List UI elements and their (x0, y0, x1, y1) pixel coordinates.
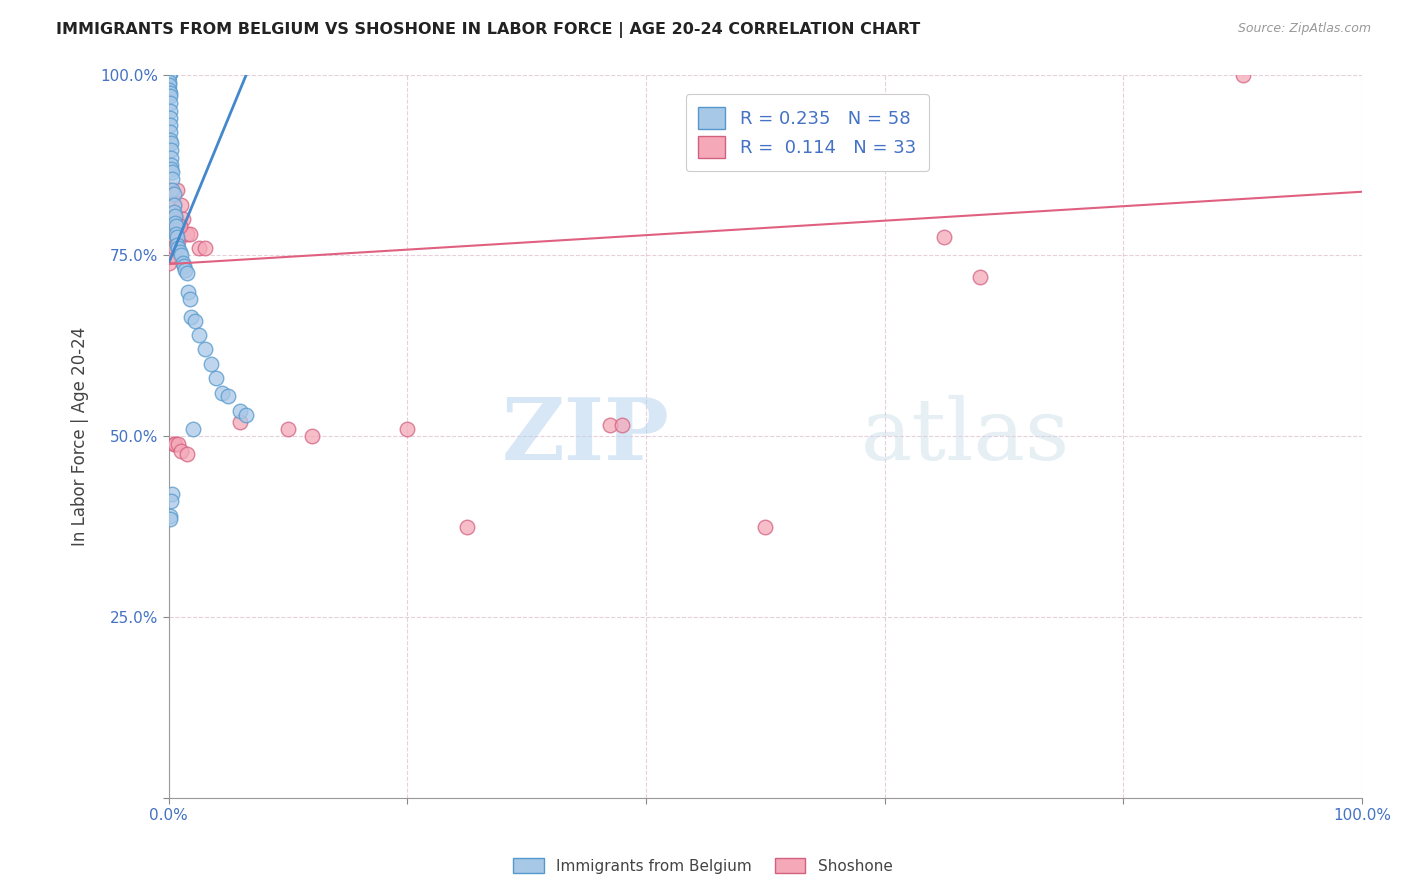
Point (160, 144, 183, 158)
Point (211, 385, 233, 400)
Point (277, 422, 299, 436)
Point (162, 186, 184, 201)
Point (165, 219, 187, 234)
Point (179, 227, 201, 241)
Point (163, 241, 186, 255)
Point (160, 161, 183, 176)
Text: Source: ZipAtlas.com: Source: ZipAtlas.com (1237, 22, 1371, 36)
Point (162, 198, 184, 212)
Text: ZIP: ZIP (502, 394, 669, 478)
Point (157, 83, 180, 97)
Point (396, 422, 419, 436)
Point (160, 158, 183, 172)
Point (162, 487, 184, 501)
Point (162, 165, 184, 179)
Point (157, 68, 180, 82)
Point (456, 520, 478, 534)
Point (167, 241, 190, 255)
Point (157, 78, 180, 93)
Point (200, 357, 222, 371)
Point (157, 68, 180, 82)
Point (193, 241, 215, 255)
Point (167, 234, 190, 248)
Point (176, 267, 198, 281)
Point (159, 96, 181, 111)
Point (184, 313, 207, 327)
Point (160, 494, 183, 508)
Point (169, 219, 191, 234)
Point (235, 408, 257, 422)
Point (173, 259, 195, 273)
Point (157, 255, 180, 269)
Point (162, 198, 184, 212)
Point (599, 418, 621, 433)
Point (217, 390, 239, 404)
Text: IMMIGRANTS FROM BELGIUM VS SHOSHONE IN LABOR FORCE | AGE 20-24 CORRELATION CHART: IMMIGRANTS FROM BELGIUM VS SHOSHONE IN L… (56, 22, 921, 38)
Legend: Immigrants from Belgium, Shoshone: Immigrants from Belgium, Shoshone (508, 852, 898, 880)
Point (172, 255, 194, 269)
Point (181, 422, 204, 436)
Point (163, 436, 186, 450)
Point (162, 172, 184, 186)
Point (160, 212, 183, 227)
Point (162, 183, 184, 197)
Point (187, 328, 209, 343)
Point (187, 241, 209, 255)
Point (1232, 68, 1254, 82)
Point (159, 111, 181, 125)
Y-axis label: In Labor Force | Age 20-24: In Labor Force | Age 20-24 (72, 326, 89, 546)
Point (177, 285, 200, 299)
Point (612, 418, 634, 433)
Point (157, 75, 180, 89)
Point (301, 429, 323, 443)
Point (159, 103, 181, 118)
Point (159, 133, 181, 147)
Point (229, 415, 252, 429)
Legend: R = 0.235   N = 58, R =  0.114   N = 33: R = 0.235 N = 58, R = 0.114 N = 33 (686, 95, 929, 171)
Point (969, 270, 991, 285)
Point (165, 212, 187, 227)
Point (159, 89, 181, 103)
Point (157, 68, 180, 82)
Point (159, 508, 181, 523)
Point (166, 183, 188, 197)
Point (170, 443, 193, 458)
Point (166, 230, 188, 244)
Point (162, 436, 184, 450)
Point (176, 447, 198, 461)
Point (157, 68, 180, 82)
Point (167, 436, 190, 450)
Point (193, 343, 215, 357)
Point (170, 198, 193, 212)
Point (934, 230, 956, 244)
Point (159, 86, 181, 100)
Point (165, 227, 187, 241)
Point (179, 292, 201, 306)
Point (159, 125, 181, 139)
Point (180, 310, 202, 324)
Point (160, 151, 183, 165)
Point (205, 371, 228, 385)
Text: atlas: atlas (860, 394, 1070, 478)
Point (163, 209, 186, 223)
Point (157, 68, 180, 82)
Point (176, 227, 198, 241)
Point (170, 248, 193, 262)
Point (160, 136, 183, 151)
Point (162, 205, 184, 219)
Point (172, 212, 194, 227)
Point (169, 244, 191, 259)
Point (157, 68, 180, 82)
Point (166, 237, 188, 252)
Point (159, 512, 181, 526)
Point (159, 118, 181, 132)
Point (159, 227, 181, 241)
Point (163, 216, 186, 230)
Point (174, 263, 197, 277)
Point (159, 183, 181, 197)
Point (229, 404, 252, 418)
Point (754, 520, 776, 534)
Point (162, 248, 184, 262)
